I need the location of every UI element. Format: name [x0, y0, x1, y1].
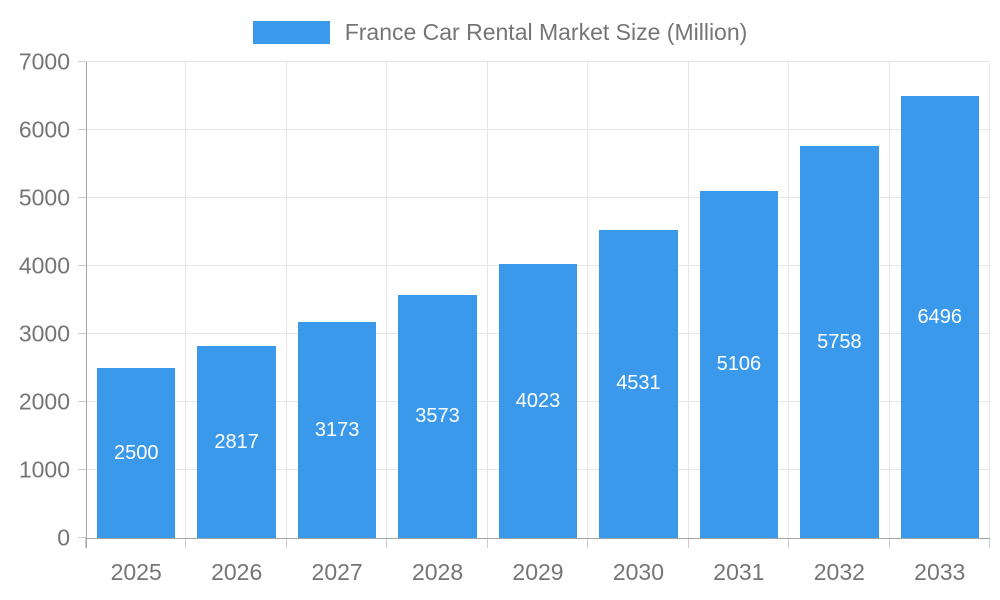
- gridline-horizontal: [86, 129, 990, 130]
- x-tick-mark: [788, 538, 790, 548]
- y-tick-label: 0: [57, 524, 70, 551]
- x-tick-label: 2033: [914, 559, 966, 585]
- bar-value-label: 2817: [214, 430, 259, 453]
- bar: 4531: [599, 229, 678, 538]
- bar-value-label: 3573: [415, 405, 460, 428]
- bar-value-label: 4531: [616, 372, 661, 395]
- gridline-vertical: [386, 62, 388, 538]
- bar: 2817: [197, 346, 276, 538]
- gridline-vertical: [587, 62, 589, 538]
- gridline-vertical: [888, 62, 890, 538]
- y-tick-mark: [78, 61, 86, 62]
- y-tick-label: 1000: [18, 456, 70, 483]
- x-tick-mark: [185, 538, 187, 548]
- y-tick-mark: [78, 469, 86, 470]
- bar-value-label: 2500: [113, 441, 159, 464]
- x-tick-mark: [989, 538, 990, 548]
- y-tick-mark: [78, 197, 86, 198]
- y-tick-mark: [78, 129, 86, 130]
- legend: France Car Rental Market Size (Million): [0, 19, 1000, 46]
- y-tick-label: 3000: [18, 320, 70, 347]
- gridline-vertical: [185, 62, 187, 538]
- x-tick-mark: [386, 538, 388, 548]
- bar-value-label: 5758: [817, 330, 862, 353]
- y-tick-label: 4000: [18, 252, 70, 279]
- x-tick-mark: [486, 538, 488, 548]
- legend-swatch: [252, 21, 330, 44]
- x-tick-label: 2031: [713, 559, 765, 585]
- y-tick-mark: [78, 265, 86, 266]
- bar: 5758: [800, 146, 879, 538]
- x-axis-line: [86, 538, 990, 539]
- x-tick-label: 2028: [411, 559, 464, 585]
- x-tick-label: 2029: [512, 559, 564, 585]
- bar: 4023: [498, 264, 578, 538]
- x-tick-label: 2030: [612, 559, 665, 585]
- x-tick-mark: [888, 538, 890, 548]
- x-tick-label: 2027: [311, 559, 363, 585]
- y-axis-line: [86, 62, 87, 548]
- gridline-horizontal: [86, 197, 990, 198]
- x-tick-label: 2026: [211, 559, 263, 585]
- x-tick-label: 2025: [110, 559, 162, 585]
- x-axis-labels: 2025 2026 2027 2028 2029 2030 2031 2032 2033: [86, 559, 990, 589]
- y-axis-labels: 0 1000 2000 3000 4000 5000 6000 7000: [0, 50, 70, 549]
- y-tick-mark: [78, 401, 86, 402]
- gridline-vertical: [285, 62, 287, 538]
- legend-label: France Car Rental Market Size (Million): [344, 19, 748, 45]
- gridline-vertical: [788, 62, 790, 538]
- gridline-horizontal: [86, 61, 990, 62]
- x-tick-mark: [587, 538, 589, 548]
- gridline-vertical: [989, 62, 990, 538]
- bar-value-label: 5106: [716, 352, 762, 375]
- plot-area: 2500 2817 3173 3573 4023 4531 5106 5758 6496: [78, 61, 990, 548]
- gridline-vertical: [486, 62, 488, 538]
- y-tick-label: 2000: [18, 388, 70, 415]
- bar: 5106: [699, 190, 779, 538]
- x-tick-mark: [687, 538, 689, 548]
- x-tick-label: 2032: [813, 559, 865, 585]
- bar-value-label: 4023: [515, 389, 561, 412]
- y-tick-mark: [78, 333, 86, 334]
- y-tick-label: 5000: [18, 184, 70, 211]
- x-tick-mark: [85, 538, 86, 548]
- y-tick-label: 7000: [18, 48, 70, 75]
- bar: 3573: [398, 295, 477, 538]
- bar-value-label: 3173: [314, 418, 360, 441]
- gridline-vertical: [687, 62, 689, 538]
- bar: 2500: [97, 368, 176, 538]
- bar-value-label: 6496: [917, 305, 963, 328]
- bar: 3173: [297, 322, 377, 538]
- bar: 6496: [900, 96, 979, 538]
- x-tick-mark: [285, 538, 287, 548]
- y-tick-label: 6000: [18, 116, 70, 143]
- y-tick-mark: [78, 537, 86, 538]
